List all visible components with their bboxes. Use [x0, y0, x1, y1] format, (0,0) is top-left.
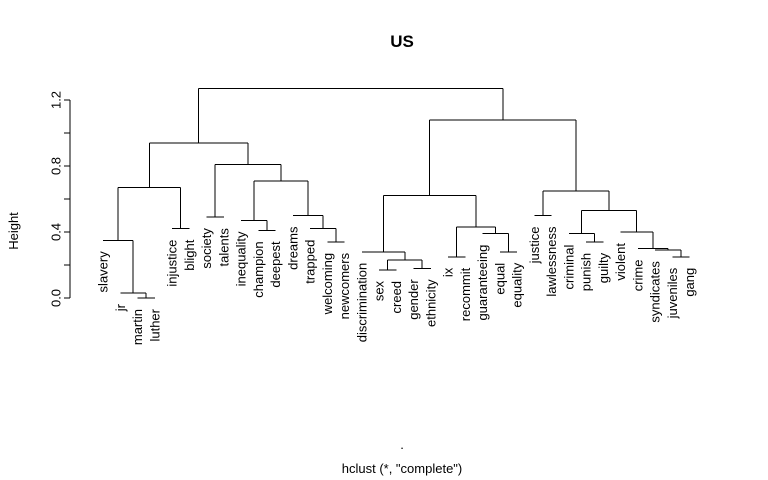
leaf-label: welcoming [320, 253, 335, 315]
leaf-label: guaranteeing [475, 245, 490, 321]
chart-title: US [390, 32, 414, 51]
dendrogram-merge [253, 180, 309, 221]
dendrogram-merge [581, 210, 638, 234]
leaf-label: ethnicity [423, 279, 438, 327]
dendrogram-merge [198, 87, 504, 143]
leaf-label: punish [579, 253, 594, 291]
leaf-label: trapped [303, 240, 318, 284]
dendrogram-merge [120, 292, 147, 298]
x-axis-subtitle: . [400, 437, 404, 452]
dendrogram-merge [568, 233, 596, 242]
dendrogram-tree [103, 87, 690, 299]
y-tick-label: 0.0 [49, 289, 64, 307]
leaf-label: society [199, 228, 214, 269]
y-axis-label: Height [6, 212, 21, 250]
leaf-label: champion [251, 241, 266, 297]
leaf-label: deepest [268, 241, 283, 288]
y-tick-label: 1.2 [49, 91, 64, 109]
leaf-label: creed [389, 281, 404, 314]
dendrogram-merge [655, 249, 682, 257]
leaf-label: slavery [96, 251, 111, 293]
y-axis: 0.0 0.4 0.8 1.2 [49, 91, 71, 307]
leaf-label: lawlessness [544, 226, 559, 297]
leaf-label: ix [441, 267, 456, 277]
leaf-label: blight [182, 239, 197, 270]
leaf-label: guilty [596, 252, 611, 283]
dendrogram-merge [361, 251, 406, 261]
dendrogram-merge [117, 186, 182, 241]
leaf-label: juveniles [665, 267, 680, 319]
leaf-label: criminal [561, 245, 576, 290]
dendrogram-merge [429, 119, 577, 196]
leaf-label: talents [216, 228, 231, 267]
dendrogram-merge [214, 163, 282, 218]
leaf-label: dreams [285, 226, 300, 270]
leaf-label: discrimination [354, 263, 369, 342]
dendrogram-merge [148, 142, 249, 188]
leaf-label: gender [406, 279, 421, 320]
leaf-label: syndicates [648, 261, 663, 323]
leaf-label: gang [682, 268, 697, 297]
y-tick-label: 0.4 [49, 223, 64, 241]
leaf-label: violent [613, 243, 628, 281]
x-axis-label: hclust (*, "complete") [342, 461, 463, 476]
leaf-label: sex [372, 280, 387, 301]
leaf-label: justice [527, 227, 542, 265]
leaf-label: jr [113, 303, 128, 312]
leaf-label: inequality [234, 231, 249, 286]
leaf-label: equality [510, 262, 525, 307]
leaf-label: recommit [458, 267, 473, 321]
leaf-label: crime [630, 260, 645, 292]
leaf-label: luther [147, 308, 162, 341]
leaf-label: equal [492, 263, 507, 295]
leaf-label: martin [130, 309, 145, 345]
dendrogram-merge [542, 190, 610, 216]
y-tick-label: 0.8 [49, 157, 64, 175]
dendrogram-merge [382, 195, 477, 252]
leaf-label: injustice [165, 240, 180, 287]
leaf-label: newcomers [337, 252, 352, 319]
dendrogram-merge [241, 219, 268, 231]
